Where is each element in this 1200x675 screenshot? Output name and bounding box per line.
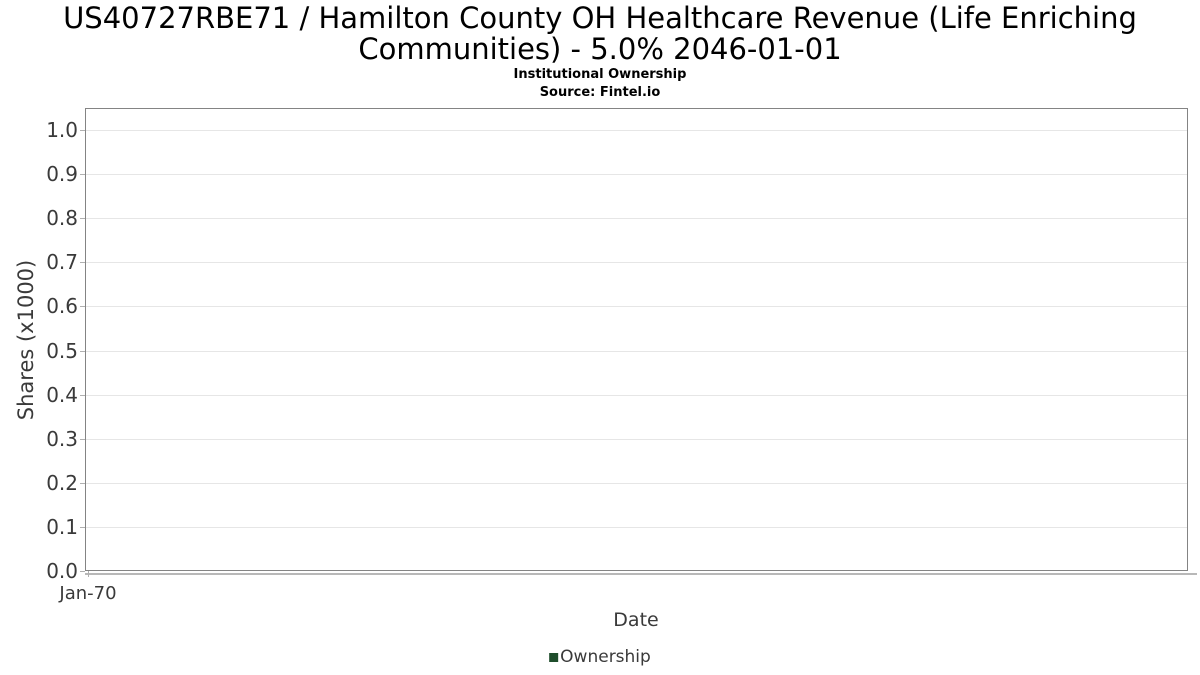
chart-title: US40727RBE71 / Hamilton County OH Health… xyxy=(63,1,1137,66)
gridline-y-1.0 xyxy=(86,130,1187,131)
chart-source-credit: Source: Fintel.io xyxy=(539,85,661,100)
y-axis-label: Shares (x1000) xyxy=(14,259,38,421)
gridline-y-0.9 xyxy=(86,174,1187,175)
y-tick-mark xyxy=(80,439,85,440)
y-tick-label: 0.6 xyxy=(46,294,78,318)
y-tick-label: 0.3 xyxy=(46,427,78,451)
chart-subtitle: Institutional Ownership xyxy=(513,67,687,82)
y-tick-mark xyxy=(80,527,85,528)
y-tick-mark xyxy=(80,395,85,396)
y-tick-label: 0.8 xyxy=(46,206,78,230)
gridline-y-0.5 xyxy=(86,351,1187,352)
legend: Ownership xyxy=(549,647,651,667)
y-tick-label: 0.2 xyxy=(46,471,78,495)
y-tick-mark xyxy=(80,174,85,175)
y-tick-label: 0.1 xyxy=(46,515,78,539)
legend-marker-ownership xyxy=(549,652,559,662)
y-tick-mark xyxy=(80,351,85,352)
y-tick-mark xyxy=(80,306,85,307)
x-axis-label: Date xyxy=(613,609,659,631)
y-tick-mark xyxy=(80,218,85,219)
y-tick-label: 0.4 xyxy=(46,383,78,407)
x-tick-mark xyxy=(88,571,89,577)
gridline-y-0.8 xyxy=(86,218,1187,219)
x-axis-line xyxy=(85,573,1197,575)
y-tick-label: 0.5 xyxy=(46,339,78,363)
y-tick-label: 0.9 xyxy=(46,162,78,186)
plot-area xyxy=(85,108,1188,571)
y-tick-label: 0.7 xyxy=(46,250,78,274)
gridline-y-0.2 xyxy=(86,483,1187,484)
gridline-y-0.7 xyxy=(86,262,1187,263)
y-tick-mark xyxy=(80,571,85,572)
y-tick-mark xyxy=(80,130,85,131)
x-tick-label: Jan-70 xyxy=(59,583,117,604)
gridline-y-0.6 xyxy=(86,306,1187,307)
gridline-y-0.1 xyxy=(86,527,1187,528)
gridline-y-0.3 xyxy=(86,439,1187,440)
y-tick-label: 1.0 xyxy=(46,118,78,142)
y-tick-mark xyxy=(80,262,85,263)
y-tick-label: 0.0 xyxy=(46,559,78,583)
gridline-y-0.4 xyxy=(86,395,1187,396)
legend-label-ownership: Ownership xyxy=(560,647,651,667)
y-tick-mark xyxy=(80,483,85,484)
